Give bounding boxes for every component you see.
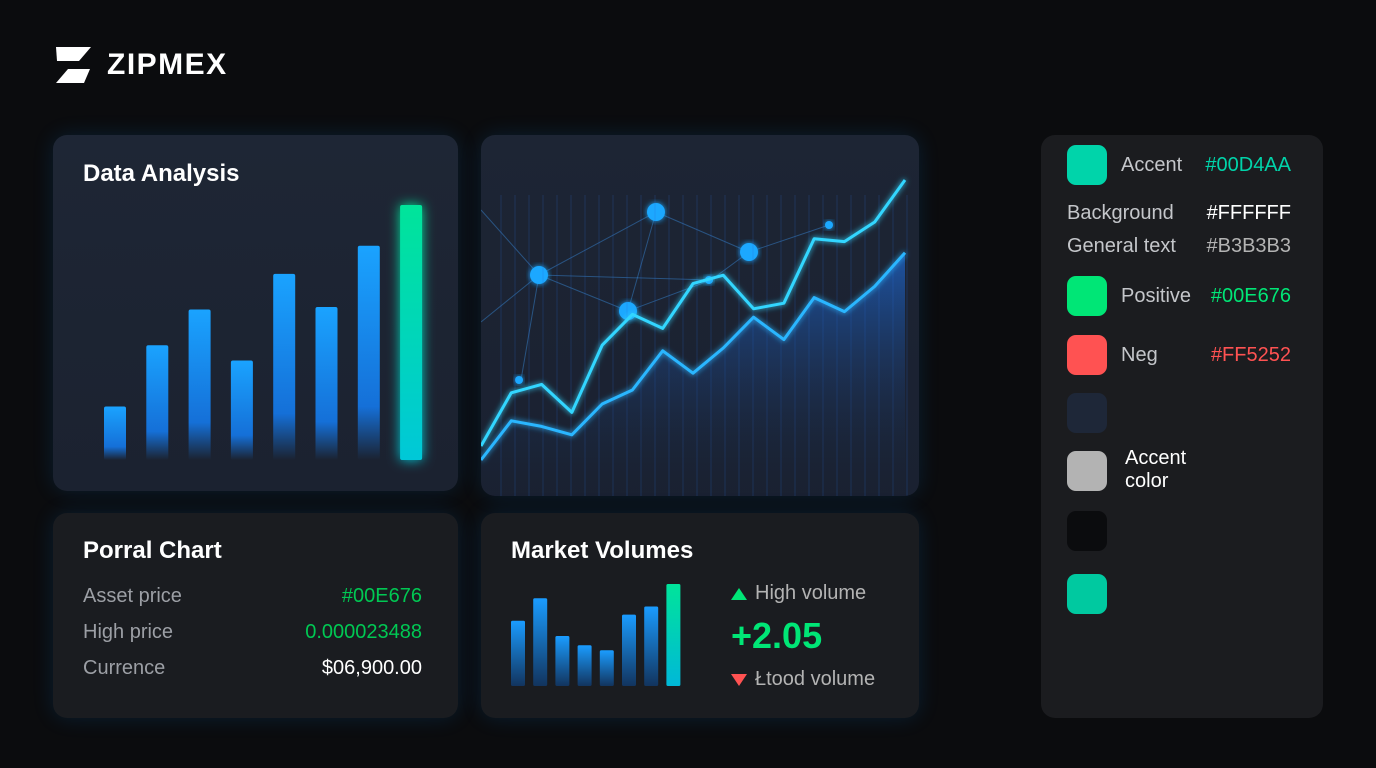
volume-bar — [622, 614, 636, 686]
trend-line-chart — [481, 179, 908, 496]
swatch-negative[interactable] — [1067, 335, 1107, 375]
analysis-bar — [104, 406, 126, 460]
negative-hex: #FF5252 — [1210, 344, 1291, 366]
swatch-black[interactable] — [1067, 511, 1107, 551]
currence-label: Currence — [83, 657, 166, 679]
data-analysis-bar-chart — [104, 205, 423, 460]
asset-price-row: Asset price #00E676 — [83, 585, 422, 608]
swatch-positive[interactable] — [1067, 276, 1107, 316]
network-node — [647, 203, 665, 221]
high-price-row: High price 0.000023488 — [83, 621, 422, 644]
color-palette-panel: Accent #00D4AA Background #FFFFFF Genera… — [1041, 135, 1323, 718]
analysis-bar — [315, 307, 338, 460]
volume-bar — [577, 645, 592, 686]
accent-color-label: Accent color — [1125, 447, 1187, 492]
analysis-bar — [230, 360, 253, 460]
positive-hex: #00E676 — [1210, 285, 1291, 307]
background-label: Background — [1067, 202, 1174, 224]
currence-row: Currence $06,900.00 — [83, 657, 422, 680]
volume-change-value: +2.05 — [731, 615, 823, 656]
volume-bar — [533, 598, 548, 686]
analysis-bar — [188, 309, 211, 460]
positive-label: Positive — [1121, 285, 1192, 307]
network-node — [740, 243, 758, 261]
market-volumes-bar-chart — [511, 584, 681, 686]
analysis-bar — [273, 273, 296, 460]
triangle-down-icon — [731, 673, 747, 686]
swatch-dark-blue[interactable] — [1067, 393, 1107, 433]
high-volume-label: High volume — [755, 582, 867, 604]
high-volume-indicator: High volume — [731, 582, 866, 605]
network-edge — [481, 274, 540, 323]
volume-bar — [555, 636, 570, 686]
network-edge — [627, 211, 657, 312]
network-edge — [748, 224, 830, 253]
series-line-1 — [481, 179, 907, 447]
negative-label: Neg — [1121, 344, 1158, 366]
series-line-2 — [481, 251, 907, 461]
portfolio-card: Porral Chart Asset price #00E676 High pr… — [53, 513, 458, 718]
swatch-accent[interactable] — [1067, 145, 1107, 185]
network-edge — [538, 274, 629, 312]
high-price-value: 0.000023488 — [305, 621, 422, 643]
market-volumes-card: Market Volumes High volume +2.05 Łtood v… — [481, 513, 919, 718]
trend-line-card — [481, 135, 919, 496]
network-edge — [520, 274, 540, 381]
currence-value: $06,900.00 — [321, 657, 422, 679]
analysis-bar — [146, 345, 169, 460]
asset-price-value: #00E676 — [341, 585, 422, 607]
brand-name: ZIPMEX — [107, 48, 228, 81]
network-edge — [481, 209, 540, 276]
accent-label: Accent — [1121, 154, 1183, 176]
analysis-bar — [400, 205, 423, 460]
low-volume-indicator: Łtood volume — [731, 668, 875, 691]
general-text-hex: #B3B3B3 — [1206, 235, 1291, 257]
network-node — [515, 376, 523, 384]
data-analysis-title: Data Analysis — [83, 160, 240, 187]
volume-bar — [644, 606, 659, 686]
portfolio-title: Porral Chart — [83, 537, 222, 564]
network-decoration — [481, 203, 833, 384]
brand: ZIPMEX — [52, 44, 228, 86]
market-volumes-title: Market Volumes — [511, 537, 694, 564]
general-text-label: General text — [1067, 235, 1176, 257]
background-hex: #FFFFFF — [1206, 202, 1291, 224]
low-volume-label: Łtood volume — [755, 668, 876, 690]
network-edge — [538, 274, 712, 281]
triangle-up-icon — [731, 587, 747, 600]
volume-bar — [666, 584, 681, 686]
accent-hex: #00D4AA — [1205, 154, 1291, 176]
swatch-gray[interactable] — [1067, 451, 1107, 491]
data-analysis-card: Data Analysis — [53, 135, 458, 491]
zipmex-logo-icon — [56, 47, 91, 83]
network-edge — [538, 211, 657, 276]
volume-bar — [511, 620, 525, 686]
analysis-bar — [357, 245, 380, 460]
swatch-teal[interactable] — [1067, 574, 1107, 614]
network-edge — [655, 211, 750, 253]
volume-bar — [599, 650, 614, 686]
network-node — [825, 221, 833, 229]
network-edge — [627, 279, 712, 312]
high-price-label: High price — [83, 621, 174, 643]
asset-price-label: Asset price — [83, 585, 182, 607]
network-node — [530, 266, 548, 284]
